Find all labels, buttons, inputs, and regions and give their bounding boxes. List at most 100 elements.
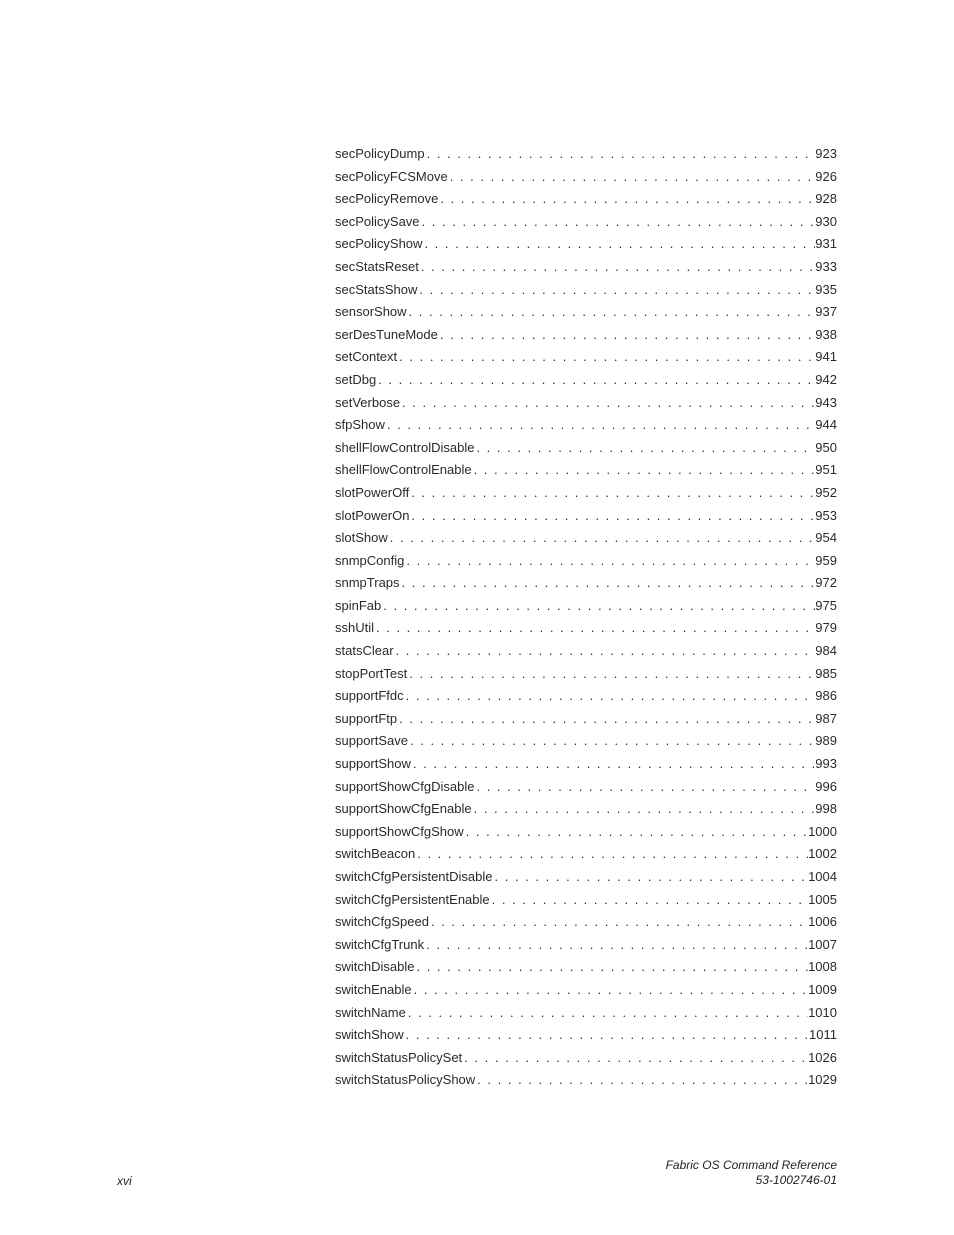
toc-entry-label: supportShowCfgShow — [335, 824, 464, 839]
toc-entry-label: snmpTraps — [335, 575, 400, 590]
toc-entry-page: 972 — [815, 575, 837, 590]
toc-leader-dots — [404, 688, 816, 703]
toc-row: sensorShow937 — [335, 304, 837, 327]
toc-entry-page: 984 — [815, 643, 837, 658]
toc-entry-label: serDesTuneMode — [335, 327, 438, 342]
toc-entry-label: slotShow — [335, 530, 388, 545]
toc-leader-dots — [408, 733, 815, 748]
toc-entry-label: switchEnable — [335, 982, 412, 997]
toc-entry-page: 943 — [815, 395, 837, 410]
toc-entry-label: supportFfdc — [335, 688, 404, 703]
toc-row: statsClear984 — [335, 643, 837, 666]
toc-row: spinFab 975 — [335, 598, 837, 621]
toc-row: shellFlowControlEnable 951 — [335, 462, 837, 485]
toc-row: serDesTuneMode938 — [335, 327, 837, 350]
toc-entry-label: switchCfgPersistentEnable — [335, 892, 490, 907]
toc-leader-dots — [411, 756, 815, 771]
toc-entry-label: supportShowCfgEnable — [335, 801, 472, 816]
toc-row: switchCfgTrunk1007 — [335, 937, 837, 960]
toc-entry-label: secPolicyShow — [335, 236, 422, 251]
toc-entry-page: 950 — [815, 440, 837, 455]
toc-entry-page: 923 — [815, 146, 837, 161]
toc-entry-page: 998 — [815, 801, 837, 816]
toc-row: supportShowCfgEnable 998 — [335, 801, 837, 824]
toc-entry-label: slotPowerOn — [335, 508, 409, 523]
toc-leader-dots — [415, 846, 808, 861]
toc-row: sshUtil979 — [335, 620, 837, 643]
toc-row: secPolicySave930 — [335, 214, 837, 237]
toc-leader-dots — [490, 892, 808, 907]
toc-entry-page: 959 — [815, 553, 837, 568]
toc-leader-dots — [475, 1072, 808, 1087]
toc-row: shellFlowControlDisable950 — [335, 440, 837, 463]
toc-entry-page: 951 — [815, 462, 837, 477]
toc-leader-dots — [407, 666, 815, 681]
toc-leader-dots — [397, 349, 815, 364]
toc-entry-page: 993 — [815, 756, 837, 771]
toc-row: snmpConfig 959 — [335, 553, 837, 576]
toc-row: secPolicyShow931 — [335, 236, 837, 259]
toc-entry-page: 1029 — [808, 1072, 837, 1087]
toc-entry-page: 1000 — [808, 824, 837, 839]
toc-entry-page: 941 — [815, 349, 837, 364]
toc-leader-dots — [464, 824, 808, 839]
toc-leader-dots — [474, 440, 815, 455]
toc-leader-dots — [462, 1050, 808, 1065]
toc-entry-page: 975 — [815, 598, 837, 613]
toc-entry-page: 1006 — [808, 914, 837, 929]
toc-leader-dots — [429, 914, 808, 929]
toc-leader-dots — [472, 462, 816, 477]
toc-leader-dots — [381, 598, 815, 613]
toc-entry-page: 986 — [815, 688, 837, 703]
toc-entry-label: shellFlowControlEnable — [335, 462, 472, 477]
toc-entry-label: secPolicyRemove — [335, 191, 438, 206]
toc-leader-dots — [404, 1027, 809, 1042]
toc-entry-label: secPolicySave — [335, 214, 420, 229]
toc-row: secPolicyDump923 — [335, 146, 837, 169]
toc-entry-page: 1008 — [808, 959, 837, 974]
toc-entry-label: setContext — [335, 349, 397, 364]
toc-row: supportShowCfgDisable996 — [335, 779, 837, 802]
toc-row: switchStatusPolicySet1026 — [335, 1050, 837, 1073]
toc-entry-page: 954 — [815, 530, 837, 545]
toc-leader-dots — [388, 530, 816, 545]
toc-entry-page: 952 — [815, 485, 837, 500]
toc-leader-dots — [493, 869, 809, 884]
toc-leader-dots — [404, 553, 815, 568]
toc-entry-label: supportShowCfgDisable — [335, 779, 474, 794]
page-footer: xvi Fabric OS Command Reference 53-10027… — [0, 1158, 954, 1188]
toc-row: switchCfgSpeed1006 — [335, 914, 837, 937]
toc-row: switchCfgPersistentDisable1004 — [335, 869, 837, 892]
toc-row: sfpShow944 — [335, 417, 837, 440]
toc-entry-label: switchBeacon — [335, 846, 415, 861]
toc-entry-label: switchCfgPersistentDisable — [335, 869, 493, 884]
toc-entry-label: secStatsReset — [335, 259, 419, 274]
toc-leader-dots — [448, 169, 816, 184]
toc-leader-dots — [412, 982, 808, 997]
toc-row: setContext 941 — [335, 349, 837, 372]
toc-leader-dots — [422, 236, 815, 251]
toc-row: supportSave989 — [335, 733, 837, 756]
toc-leader-dots — [376, 372, 815, 387]
toc-row: switchCfgPersistentEnable1005 — [335, 892, 837, 915]
toc-entry-label: spinFab — [335, 598, 381, 613]
toc-entry-page: 987 — [815, 711, 837, 726]
toc-entry-label: snmpConfig — [335, 553, 404, 568]
toc-leader-dots — [420, 214, 816, 229]
toc-entry-page: 926 — [815, 169, 837, 184]
toc-row: switchShow1011 — [335, 1027, 837, 1050]
toc-leader-dots — [409, 508, 815, 523]
toc-leader-dots — [407, 304, 816, 319]
toc-row: supportShowCfgShow 1000 — [335, 824, 837, 847]
toc-entry-page: 1009 — [808, 982, 837, 997]
toc-entry-page: 989 — [815, 733, 837, 748]
toc-entry-label: sshUtil — [335, 620, 374, 635]
toc-leader-dots — [438, 327, 815, 342]
toc-entry-label: switchShow — [335, 1027, 404, 1042]
toc-leader-dots — [472, 801, 816, 816]
footer-page-number: xvi — [117, 1174, 132, 1188]
toc-row: secPolicyRemove928 — [335, 191, 837, 214]
toc-entry-label: setDbg — [335, 372, 376, 387]
table-of-contents: secPolicyDump923secPolicyFCSMove926secPo… — [335, 146, 837, 1095]
toc-entry-page: 1002 — [808, 846, 837, 861]
